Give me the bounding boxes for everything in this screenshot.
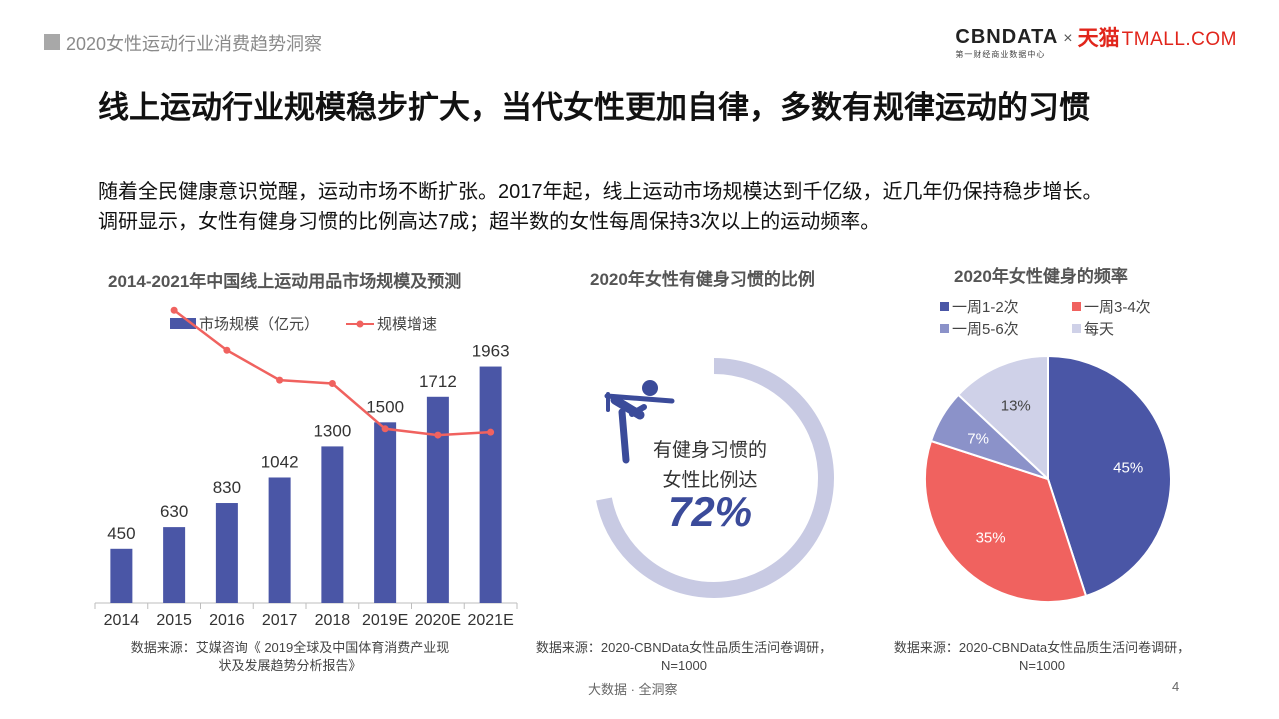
pie-chart-title: 2020年女性健身的频率 bbox=[954, 267, 1128, 286]
growth-point bbox=[487, 428, 495, 436]
x-tick-label: 2021E bbox=[467, 612, 513, 629]
legend-item-market-size: 市场规模（亿元） bbox=[170, 313, 319, 334]
tmall-logo-cn: 天猫 bbox=[1077, 27, 1120, 50]
legend-label-market-size: 市场规模（亿元） bbox=[199, 316, 320, 333]
bar-2021E bbox=[479, 366, 502, 603]
x-tick-label: 2015 bbox=[156, 612, 192, 629]
growth-point bbox=[434, 431, 442, 439]
donut-chart bbox=[596, 358, 834, 598]
pie-source-line-2: N=1000 bbox=[1019, 658, 1065, 673]
pie-legend-item-1: 一周1-2次 bbox=[940, 296, 1019, 317]
bar-value-label: 630 bbox=[160, 502, 188, 521]
bar-source-line-1: 数据来源：艾媒咨询《 2019全球及中国体育消费产业现 bbox=[130, 640, 450, 655]
x-tick-label: 2020E bbox=[415, 612, 461, 629]
donut-source-line-2: N=1000 bbox=[661, 658, 707, 673]
pie-legend-item-4: 每天 bbox=[1072, 318, 1114, 339]
x-tick-label: 2018 bbox=[315, 612, 351, 629]
pie-legend-item-2: 一周3-4次 bbox=[1072, 296, 1151, 317]
growth-point bbox=[170, 306, 178, 314]
pie-value-label: 7% bbox=[967, 431, 989, 448]
bar-2017 bbox=[268, 477, 291, 603]
brand-logos: CBNDATA 第一财经商业数据中心 × 天猫 TMALL.COM bbox=[955, 26, 1237, 62]
pie-legend-swatch-1 bbox=[940, 302, 949, 311]
pie-legend-label-4: 每天 bbox=[1084, 321, 1115, 338]
pie-legend-item-3: 一周5-6次 bbox=[940, 318, 1019, 339]
growth-point bbox=[381, 425, 389, 433]
bar-source-line-2: 状及发展趋势分析报告》 bbox=[218, 658, 362, 673]
bar-value-label: 830 bbox=[213, 478, 241, 497]
bar-value-label: 1712 bbox=[419, 372, 457, 391]
bar-2015 bbox=[163, 527, 186, 603]
intro-text: 随着全民健康意识觉醒，运动市场不断扩张。2017年起，线上运动市场规模达到千亿级… bbox=[98, 177, 1103, 237]
donut-chart-source: 数据来源：2020-CBNData女性品质生活问卷调研， N=1000 bbox=[514, 639, 854, 675]
donut-center-text: 有健身习惯的 女性比例达 bbox=[640, 436, 780, 496]
bar-2014 bbox=[110, 548, 133, 603]
bar-value-label: 1300 bbox=[313, 421, 351, 440]
pie-value-label: 45% bbox=[1113, 459, 1143, 476]
growth-point bbox=[276, 376, 284, 384]
legend-label-growth: 规模增速 bbox=[377, 316, 438, 333]
page-number: 4 bbox=[1172, 679, 1180, 694]
cbndata-logo: CBNDATA 第一财经商业数据中心 bbox=[955, 26, 1058, 60]
x-tick-label: 2016 bbox=[209, 612, 245, 629]
donut-center-line-1: 有健身习惯的 bbox=[652, 440, 767, 461]
cbndata-subtitle: 第一财经商业数据中心 bbox=[955, 50, 1046, 59]
pie-legend-label-3: 一周5-6次 bbox=[952, 321, 1019, 338]
growth-point bbox=[223, 346, 231, 354]
donut-chart-title: 2020年女性有健身习惯的比例 bbox=[590, 270, 815, 289]
tmall-logo-en: TMALL.COM bbox=[1121, 29, 1237, 50]
pie-chart: 45% 35% 7% 13% bbox=[924, 354, 1172, 603]
pie-value-label: 35% bbox=[976, 529, 1006, 546]
bar-chart-title: 2014-2021年中国线上运动用品市场规模及预测 bbox=[108, 272, 462, 291]
bar-value-label: 450 bbox=[107, 524, 135, 543]
bar-value-label: 1042 bbox=[261, 452, 299, 471]
header-marker bbox=[44, 34, 60, 50]
pie-legend-swatch-2 bbox=[1072, 302, 1081, 311]
pie-legend-swatch-3 bbox=[940, 324, 949, 333]
pie-legend-swatch-4 bbox=[1072, 324, 1081, 333]
bar-value-label: 1500 bbox=[366, 397, 404, 416]
legend-swatch-bar bbox=[170, 318, 196, 329]
pie-legend-label-1: 一周1-2次 bbox=[952, 299, 1019, 316]
x-tick-label: 2019E bbox=[362, 612, 408, 629]
cbndata-wordmark: CBNDATA bbox=[955, 26, 1059, 48]
donut-center-value: 72% bbox=[667, 488, 753, 535]
donut-center-line-2: 女性比例达 bbox=[662, 470, 758, 491]
pie-chart-source: 数据来源：2020-CBNData女性品质生活问卷调研， N=1000 bbox=[872, 639, 1212, 675]
pie-slice-2 bbox=[924, 439, 1088, 603]
header-title: 2020女性运动行业消费趋势洞察 bbox=[66, 34, 323, 54]
growth-point bbox=[328, 380, 336, 388]
bar-2020E bbox=[426, 396, 449, 603]
bar-chart-source: 数据来源：艾媒咨询《 2019全球及中国体育消费产业现 状及发展趋势分析报告》 bbox=[110, 639, 470, 675]
legend-item-growth: 规模增速 bbox=[346, 313, 437, 334]
pie-slice-1 bbox=[1047, 354, 1172, 598]
brand-separator: × bbox=[1063, 30, 1073, 47]
footer-tagline: 大数据 · 全洞察 bbox=[588, 682, 678, 697]
pie-slice-4 bbox=[956, 354, 1049, 482]
pie-source-line-1: 数据来源：2020-CBNData女性品质生活问卷调研， bbox=[893, 640, 1191, 655]
intro-line-2: 调研显示，女性有健身习惯的比例高达7成；超半数的女性每周保持3次以上的运动频率。 bbox=[98, 211, 881, 233]
bar-2016 bbox=[215, 503, 238, 603]
bar-2019E bbox=[374, 422, 397, 603]
pie-value-label: 13% bbox=[1001, 397, 1031, 414]
donut-source-line-1: 数据来源：2020-CBNData女性品质生活问卷调研， bbox=[535, 640, 833, 655]
x-tick-label: 2017 bbox=[262, 612, 298, 629]
fitness-figure-icon bbox=[604, 380, 675, 464]
legend-swatch-line bbox=[346, 320, 374, 327]
bar-chart: 450 2014 630 2015 830 2016 1042 2017 1300 2018 150… bbox=[94, 306, 518, 629]
page-title: 线上运动行业规模稳步扩大，当代女性更加自律，多数有规律运动的习惯 bbox=[98, 90, 1090, 125]
intro-line-1: 随着全民健康意识觉醒，运动市场不断扩张。2017年起，线上运动市场规模达到千亿级… bbox=[98, 181, 1103, 203]
x-tick-label: 2014 bbox=[104, 612, 140, 629]
bar-2018 bbox=[321, 446, 344, 603]
bar-value-label: 1963 bbox=[472, 342, 510, 361]
donut-arc-72 bbox=[596, 358, 834, 598]
pie-legend-label-2: 一周3-4次 bbox=[1084, 299, 1151, 316]
